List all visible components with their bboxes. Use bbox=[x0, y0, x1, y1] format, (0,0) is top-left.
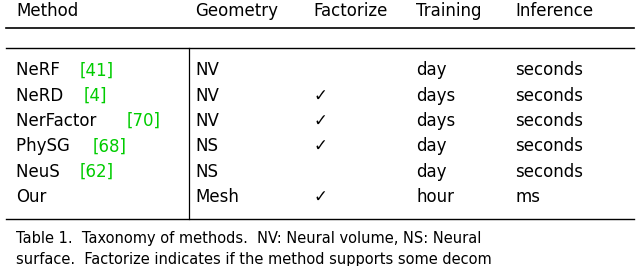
Text: NeuS: NeuS bbox=[16, 163, 65, 181]
Text: ✓: ✓ bbox=[314, 188, 328, 206]
Text: PhySG: PhySG bbox=[16, 137, 75, 155]
Text: NS: NS bbox=[195, 163, 218, 181]
Text: hour: hour bbox=[416, 188, 454, 206]
Text: NV: NV bbox=[195, 87, 219, 105]
Text: days: days bbox=[416, 87, 455, 105]
Text: seconds: seconds bbox=[515, 163, 583, 181]
Text: seconds: seconds bbox=[515, 87, 583, 105]
Text: Method: Method bbox=[16, 2, 78, 20]
Text: NeRD: NeRD bbox=[16, 87, 68, 105]
Text: Our: Our bbox=[16, 188, 46, 206]
Text: [68]: [68] bbox=[92, 137, 126, 155]
Text: NeRF: NeRF bbox=[16, 61, 65, 80]
Text: surface.  Factorize indicates if the method supports some decom: surface. Factorize indicates if the meth… bbox=[16, 252, 492, 266]
Text: ✓: ✓ bbox=[314, 137, 328, 155]
Text: Inference: Inference bbox=[515, 2, 593, 20]
Text: Factorize: Factorize bbox=[314, 2, 388, 20]
Text: [62]: [62] bbox=[79, 163, 113, 181]
Text: day: day bbox=[416, 61, 447, 80]
Text: Geometry: Geometry bbox=[195, 2, 278, 20]
Text: ✓: ✓ bbox=[314, 112, 328, 130]
Text: Table 1.  Taxonomy of methods.  NV: Neural volume, NS: Neural: Table 1. Taxonomy of methods. NV: Neural… bbox=[16, 231, 481, 246]
Text: Training: Training bbox=[416, 2, 481, 20]
Text: NerFactor: NerFactor bbox=[16, 112, 102, 130]
Text: days: days bbox=[416, 112, 455, 130]
Text: seconds: seconds bbox=[515, 137, 583, 155]
Text: NV: NV bbox=[195, 61, 219, 80]
Text: NS: NS bbox=[195, 137, 218, 155]
Text: ✓: ✓ bbox=[314, 87, 328, 105]
Text: Mesh: Mesh bbox=[195, 188, 239, 206]
Text: seconds: seconds bbox=[515, 61, 583, 80]
Text: [70]: [70] bbox=[127, 112, 161, 130]
Text: day: day bbox=[416, 137, 447, 155]
Text: NV: NV bbox=[195, 112, 219, 130]
Text: day: day bbox=[416, 163, 447, 181]
Text: [4]: [4] bbox=[84, 87, 108, 105]
Text: ms: ms bbox=[515, 188, 540, 206]
Text: [41]: [41] bbox=[79, 61, 113, 80]
Text: seconds: seconds bbox=[515, 112, 583, 130]
